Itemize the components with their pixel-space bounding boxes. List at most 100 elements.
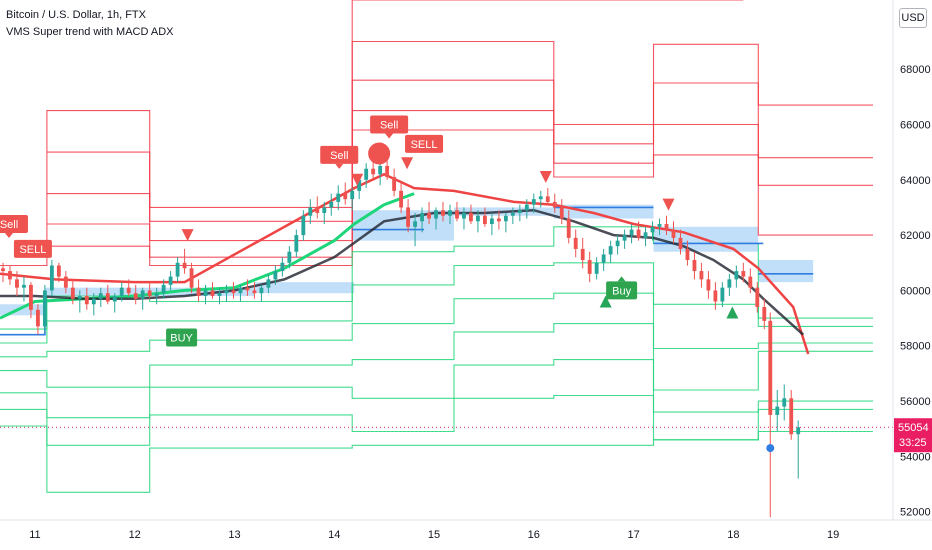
time-tick-label: 18	[727, 529, 739, 541]
candle-body	[455, 210, 459, 219]
candle-body	[782, 398, 787, 407]
currency-button[interactable]: USD	[899, 8, 927, 28]
candle-body	[182, 262, 187, 269]
candle-body	[343, 193, 348, 200]
candle-body	[273, 271, 278, 280]
time-axis[interactable]: 11 12 13 14 15 16 17 18 19	[0, 519, 932, 550]
candle-body	[252, 290, 257, 294]
price-tick-label: 66000	[900, 119, 931, 131]
candle-body	[35, 309, 40, 327]
candle-body	[594, 262, 599, 274]
price-tag-countdown: 33:25	[899, 437, 927, 449]
label-text: Sell	[330, 150, 348, 162]
candle-body	[762, 307, 767, 321]
candle-body	[789, 398, 794, 435]
candle-body	[413, 221, 417, 227]
candle-body	[70, 287, 75, 299]
candle-body	[476, 215, 480, 222]
supertrend-red-line	[0, 172, 810, 355]
candle-body	[147, 290, 152, 296]
candle-body	[768, 320, 773, 415]
sell-label: Sell	[370, 115, 409, 139]
candle-body	[364, 168, 369, 180]
candle-body	[448, 210, 452, 216]
symbol-legend[interactable]: Bitcoin / U.S. Dollar, 1h, FTX	[6, 9, 146, 21]
candle-body	[601, 254, 606, 263]
label-text: Buy	[612, 285, 631, 297]
upper-band-line	[46, 79, 873, 242]
candle-body	[392, 177, 397, 191]
indicator-legend[interactable]: VMS Super trend with MACD ADX	[6, 26, 174, 38]
candle-body	[224, 290, 229, 294]
lower-band-line	[0, 425, 873, 493]
time-tick-label: 11	[29, 529, 40, 541]
candle-body	[168, 276, 173, 285]
lower-band-line	[0, 292, 873, 358]
candle-body	[238, 287, 243, 294]
candle-body	[385, 165, 390, 178]
lower-band-line	[0, 359, 873, 419]
candle-body	[1, 268, 5, 272]
macd-zone	[758, 260, 814, 283]
candle-body	[552, 201, 557, 208]
candle-body	[77, 295, 82, 299]
candle-body	[441, 210, 445, 216]
price-tick-label: 56000	[900, 396, 931, 408]
lower-band-line	[0, 262, 873, 344]
sell-triangle-marker	[181, 229, 194, 242]
supertrend-green-line	[0, 192, 415, 320]
candle-body	[15, 279, 19, 288]
sell-label: SELL	[405, 134, 444, 153]
candle-body	[643, 232, 648, 238]
candle-body	[154, 293, 159, 296]
label-text: Sell	[0, 219, 18, 231]
candle-body	[203, 290, 208, 296]
plot-area[interactable]: Sell SELL Sell Sell SELL BUY Buy	[0, 0, 893, 518]
candle-body	[210, 290, 215, 296]
signal-circle	[368, 142, 391, 165]
candle-body	[615, 240, 620, 247]
candle-body	[434, 210, 438, 219]
lower-band-line	[0, 323, 873, 391]
sell-triangle-marker	[351, 173, 364, 186]
label-pointer	[335, 163, 344, 169]
price-tick-label: 68000	[900, 64, 931, 76]
candle-body	[775, 406, 780, 415]
price-axis[interactable]: 52000 54000 56000 58000 60000 62000 64000 66000…	[892, 0, 932, 550]
candle-body	[538, 196, 543, 200]
candle-body	[664, 224, 669, 230]
upper-band-line	[46, 129, 873, 267]
candle-body	[280, 262, 285, 272]
label-box	[405, 134, 444, 153]
candle-body	[350, 190, 355, 200]
price-tag-value: 55054	[898, 422, 929, 434]
candle-body	[245, 287, 250, 291]
candle-body	[524, 204, 529, 211]
candle-body	[706, 279, 711, 291]
candle-body	[231, 290, 236, 294]
candle-body	[699, 271, 704, 280]
label-box	[0, 215, 28, 234]
candle-body	[29, 284, 33, 310]
candle-body	[259, 287, 264, 294]
candle-body	[105, 293, 110, 302]
candle-body	[301, 215, 306, 236]
candle-body	[678, 237, 683, 249]
label-text: SELL	[411, 139, 438, 151]
candle-body	[22, 284, 26, 288]
candle-body	[329, 201, 334, 208]
candle-body	[140, 290, 145, 299]
upper-band-line	[46, 40, 873, 222]
candle-body	[741, 271, 746, 277]
label-pointer	[385, 133, 394, 139]
macd-zone	[254, 282, 355, 294]
candle-body	[748, 276, 753, 288]
candle-body	[796, 427, 801, 435]
candle-body	[133, 293, 138, 299]
candle-body	[636, 229, 641, 238]
time-tick-label: 19	[827, 529, 839, 541]
time-axis-bg	[0, 520, 932, 550]
signal-circle	[766, 444, 775, 453]
candle-body	[63, 276, 68, 288]
